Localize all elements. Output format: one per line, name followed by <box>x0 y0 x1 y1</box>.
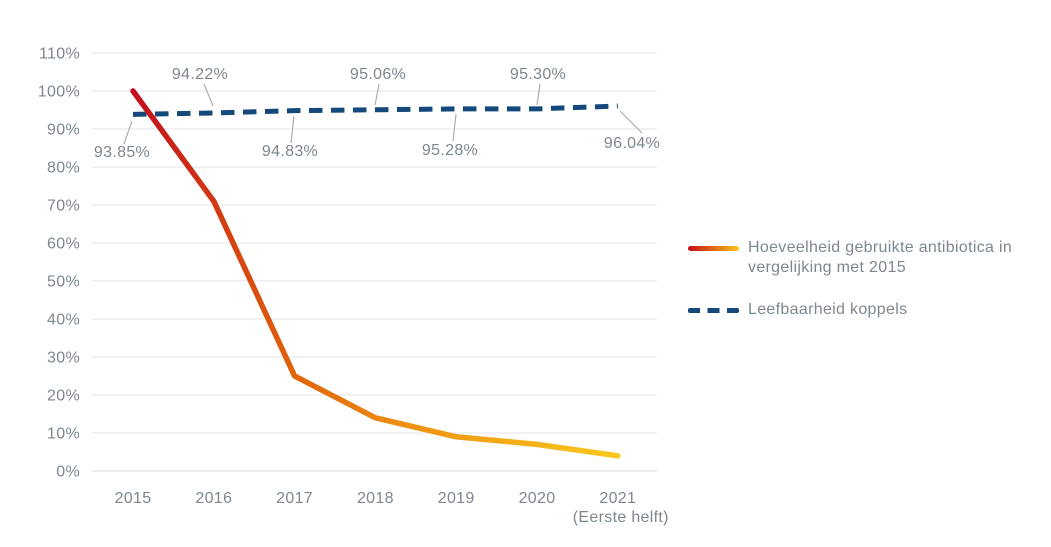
y-axis-tick-label: 100% <box>38 84 80 101</box>
y-axis: 110% 100% 90% 80% 70% 60% 50% 40% 30% 20% 10% 0% <box>38 46 80 481</box>
x-axis-tick-label: 2021 <box>599 490 636 507</box>
x-axis-tick-label: 2015 <box>115 490 152 507</box>
x-axis: 2015 2016 2017 2018 2019 2020 2021 (Eerste helf… <box>115 490 669 526</box>
leader-line <box>374 83 380 106</box>
x-axis-note: (Eerste helft) <box>573 509 669 526</box>
data-label: 95.30% <box>510 66 566 83</box>
y-axis-tick-label: 0% <box>56 464 80 481</box>
leader-line <box>290 115 295 144</box>
y-axis-tick-label: 70% <box>47 198 80 215</box>
legend-item-leefbaarheid: Leefbaarheid koppels <box>688 300 1028 320</box>
dashed-line-swatch-icon <box>688 308 739 313</box>
legend-label: Hoeveelheid gebruikte antibiotica in ver… <box>748 239 1013 276</box>
y-axis-tick-label: 50% <box>47 274 80 291</box>
data-label: 94.83% <box>262 143 318 160</box>
gridlines <box>92 52 657 472</box>
x-axis-tick-label: 2016 <box>195 490 232 507</box>
data-labels: 93.85% 94.22% 94.83% 95.06% 95.28% 95.30… <box>94 66 660 161</box>
legend-item-antibiotica: Hoeveelheid gebruikte antibiotica in ver… <box>688 238 1028 278</box>
y-axis-tick-label: 40% <box>47 312 80 329</box>
y-axis-tick-label: 110% <box>39 46 80 63</box>
data-label: 95.06% <box>350 66 406 83</box>
plot-area: 110% 100% 90% 80% 70% 60% 50% 40% 30% 20% 10% 0% 20… <box>38 46 669 527</box>
data-label: 95.28% <box>422 142 478 159</box>
y-axis-tick-label: 60% <box>47 236 80 253</box>
y-axis-tick-label: 90% <box>47 122 80 139</box>
x-axis-tick-label: 2020 <box>519 490 556 507</box>
legend: Hoeveelheid gebruikte antibiotica in ver… <box>688 238 1028 320</box>
series-line-antibiotica <box>130 88 621 459</box>
leader-line <box>203 83 214 107</box>
data-label: 93.85% <box>94 144 150 161</box>
gradient-line-swatch-icon <box>688 246 739 251</box>
y-axis-tick-label: 80% <box>47 160 80 177</box>
series-line-leefbaarheid <box>132 103 618 117</box>
x-axis-tick-label: 2018 <box>357 490 394 507</box>
x-axis-tick-label: 2017 <box>276 490 313 507</box>
leader-line <box>123 120 133 145</box>
y-axis-tick-label: 20% <box>47 388 80 405</box>
x-axis-tick-label: 2019 <box>438 490 475 507</box>
data-label: 94.22% <box>172 66 228 83</box>
legend-label: Leefbaarheid koppels <box>748 301 908 318</box>
data-label: 96.04% <box>604 135 660 152</box>
data-label-leaders <box>123 83 643 145</box>
y-axis-tick-label: 30% <box>47 350 80 367</box>
y-axis-tick-label: 10% <box>47 426 80 443</box>
leader-line <box>619 110 643 134</box>
leader-line <box>536 83 541 106</box>
leader-line <box>452 113 457 142</box>
